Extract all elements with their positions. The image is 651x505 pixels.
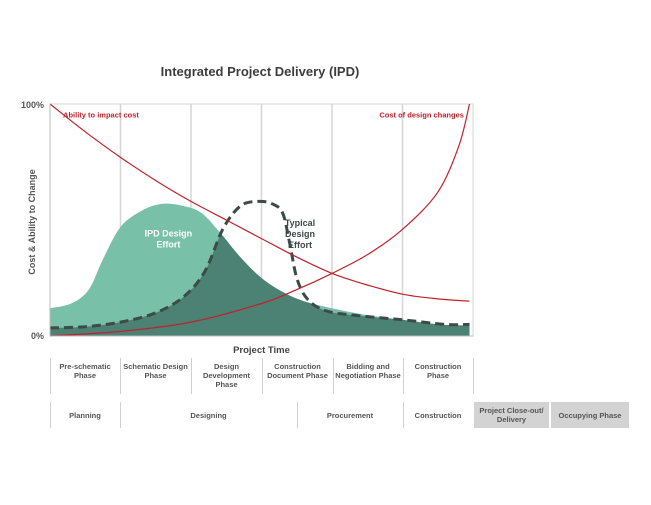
annotation-cost-of-design-changes: Cost of design changes	[379, 111, 464, 120]
phase-schematic-design: Schematic Design Phase	[123, 362, 188, 380]
ipd-effort-area	[50, 203, 470, 336]
phase-divider	[403, 358, 404, 394]
y-tick-0: 0%	[31, 331, 44, 341]
phase-bidding-negotiation: Bidding and Negotiation Phase	[335, 362, 401, 380]
stage-procurement: Procurement	[326, 410, 374, 420]
stage-construction: Construction	[414, 410, 462, 420]
phase-divider	[50, 358, 51, 394]
stage-occupying-phase: Occupying Phase	[551, 402, 629, 428]
annotation-typical-design-effort: Typical Design Effort	[285, 218, 315, 250]
y-axis-label: Cost & Ability to Change	[27, 169, 37, 274]
phase-divider	[191, 358, 192, 394]
phase-construction: Construction Phase	[414, 362, 462, 380]
phase-divider	[120, 358, 121, 394]
stage-divider	[403, 402, 404, 428]
x-axis-label: Project Time	[233, 345, 290, 356]
y-tick-100: 100%	[21, 100, 44, 110]
phase-divider	[333, 358, 334, 394]
annotation-ability-to-impact-cost: Ability to impact cost	[63, 111, 139, 120]
cost-of-design-changes-line	[49, 103, 471, 337]
stage-designing: Designing	[190, 410, 227, 420]
phase-pre-schematic: Pre-schematic Phase	[59, 362, 111, 380]
phase-divider	[262, 358, 263, 394]
annotation-ipd-design-effort: IPD Design Effort	[145, 229, 193, 250]
stage-divider	[50, 402, 51, 428]
stage-divider	[120, 402, 121, 428]
typical-effort-line	[49, 199, 470, 330]
ability-to-impact-cost-line	[49, 103, 470, 302]
stage-project-closeout: Project Close-out/ Delivery	[474, 402, 549, 428]
phase-design-development: Design Development Phase	[202, 362, 251, 389]
stage-divider	[297, 402, 298, 428]
stage-planning: Planning	[69, 410, 101, 420]
phase-divider	[473, 358, 474, 394]
chart-title: Integrated Project Delivery (IPD)	[160, 64, 360, 79]
phase-construction-document: Construction Document Phase	[267, 362, 328, 380]
